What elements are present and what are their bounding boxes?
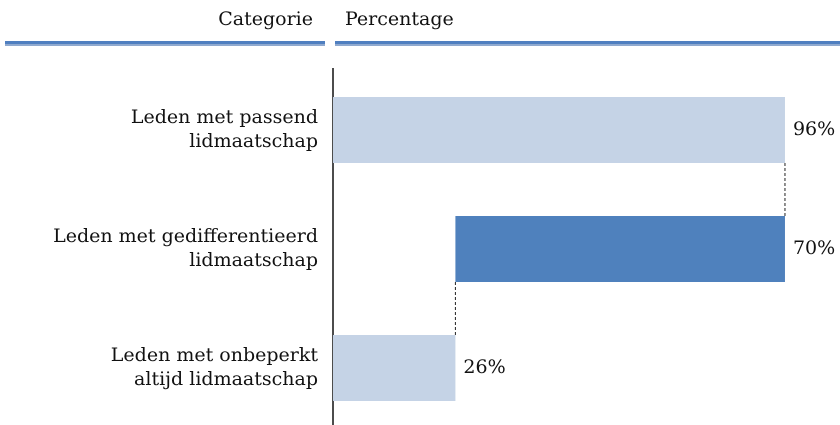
value-label: 70% [793, 237, 835, 259]
bar [333, 97, 785, 163]
category-label: Leden met onbeperkt altijd lidmaatschap [111, 344, 319, 390]
bar [455, 216, 785, 282]
category-label: Leden met gedifferentieerd lidmaatschap [53, 225, 318, 271]
value-label: 96% [793, 118, 835, 140]
category-line: lidmaatschap [189, 130, 318, 152]
category-line: Leden met gedifferentieerd [53, 225, 318, 247]
header-rule [5, 41, 325, 44]
category-line: lidmaatschap [189, 249, 318, 271]
bar [333, 335, 456, 401]
header-rule [335, 41, 840, 44]
value-header: Percentage [345, 8, 454, 30]
category-line: altijd lidmaatschap [134, 368, 318, 390]
category-label: Leden met passend lidmaatschap [131, 106, 318, 152]
category-line: Leden met passend [131, 106, 318, 128]
value-label: 26% [463, 356, 505, 378]
category-line: Leden met onbeperkt [111, 344, 319, 366]
category-header: Categorie [218, 8, 313, 30]
